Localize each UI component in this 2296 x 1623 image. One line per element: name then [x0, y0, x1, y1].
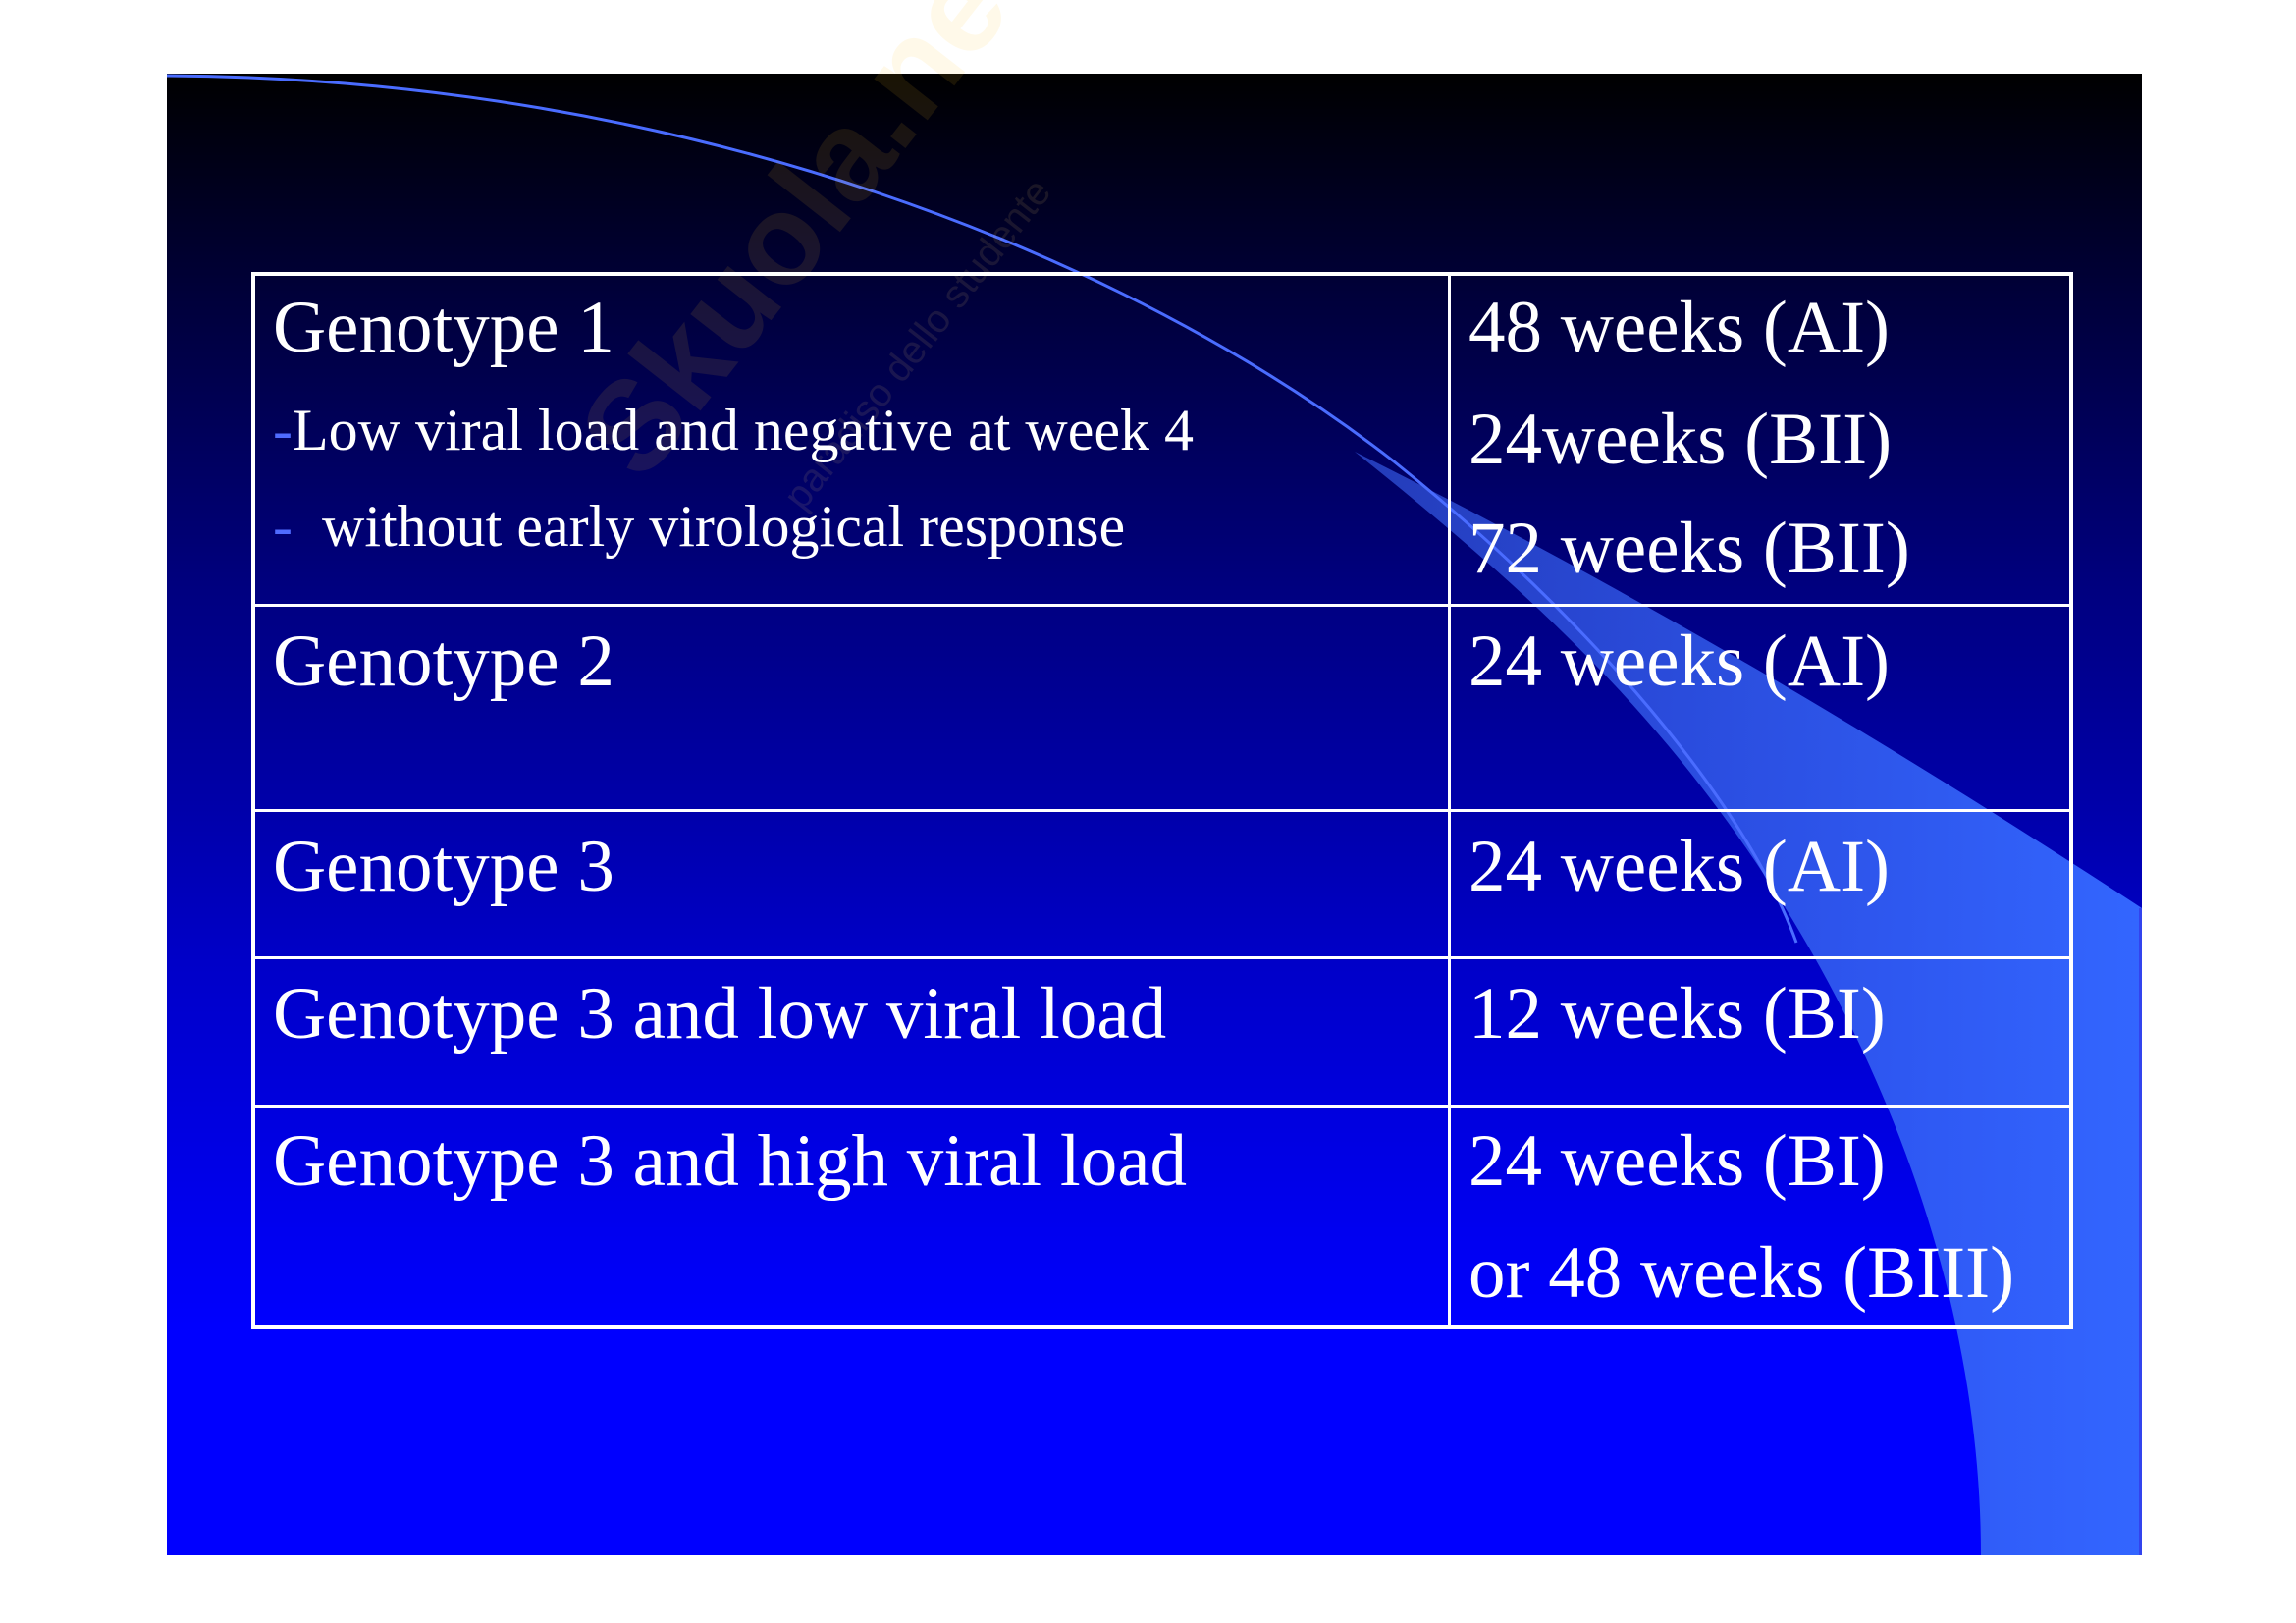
row-divider: [251, 809, 2073, 812]
swoosh-line: [166, 74, 1798, 944]
swoosh-band: [1355, 452, 2142, 1555]
cell-duration: 24 weeks (BI): [1468, 1120, 1886, 1202]
column-divider: [1448, 272, 1451, 1329]
cell-sub-text: without early virological response: [321, 494, 1126, 559]
cell-duration: 12 weeks (BI): [1468, 973, 1886, 1055]
cell-genotype-label: Genotype 3 and low viral load: [273, 973, 1167, 1055]
bullet-dash: -: [273, 494, 293, 559]
cell-duration: 48 weeks (AI): [1468, 287, 1891, 368]
cell-duration: 24 weeks (AI): [1468, 826, 1891, 907]
bullet-dash: -: [273, 398, 293, 462]
cell-duration: 24 weeks (AI): [1468, 621, 1891, 702]
cell-genotype-label: Genotype 2: [273, 621, 614, 702]
cell-duration: 24weeks (BII): [1468, 399, 1893, 480]
row-divider: [251, 604, 2073, 607]
cell-genotype-label: Genotype 1: [273, 287, 614, 368]
cell-genotype-label: Genotype 3 and high viral load: [273, 1120, 1188, 1202]
row-divider: [251, 956, 2073, 959]
cell-duration: 72 weeks (BII): [1468, 508, 1910, 589]
cell-sub-item: -Low viral load and negative at week 4: [273, 401, 1194, 460]
cell-sub-text: Low viral load and negative at week 4: [292, 398, 1194, 462]
cell-duration: or 48 weeks (BIII): [1468, 1232, 2015, 1314]
cell-sub-item: - without early virological response: [273, 497, 1125, 556]
treatment-duration-table: [251, 272, 2073, 1329]
cell-genotype-label: Genotype 3: [273, 826, 614, 907]
row-divider: [251, 1105, 2073, 1108]
